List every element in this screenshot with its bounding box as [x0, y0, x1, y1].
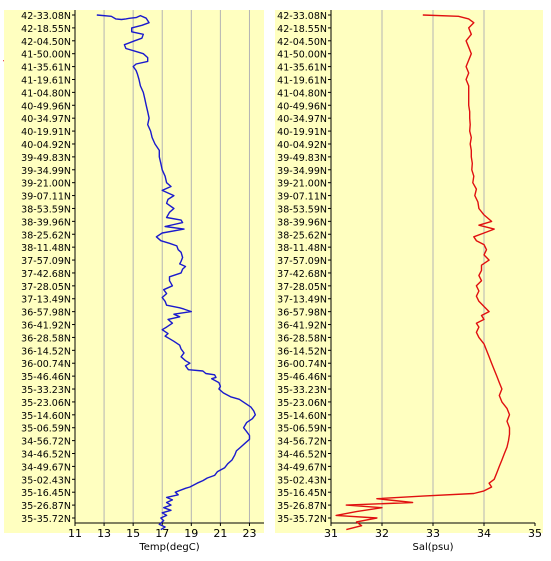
y-tick-label: 38-39.96N — [21, 217, 71, 228]
y-tick-label: 37-28.05N — [277, 282, 327, 293]
y-tick-label: 35-33.23N — [21, 385, 71, 396]
y-tick-label: 35-06.59N — [277, 424, 327, 435]
y-tick-label: 41-04.80N — [277, 88, 327, 99]
y-tick-label: 36-14.52N — [21, 346, 71, 357]
y-tick-label: 35-16.45N — [21, 488, 71, 499]
y-tick-label: 39-07.11N — [21, 192, 71, 203]
y-tick-label: 37-42.68N — [21, 269, 71, 280]
y-tick-label: 35-06.59N — [21, 424, 71, 435]
x-axis-label: Temp(degC) — [138, 542, 199, 553]
y-tick-label: 38-11.48N — [277, 243, 327, 254]
x-tick-label: 32 — [375, 527, 389, 540]
y-tick-label: 36-57.98N — [277, 308, 327, 319]
y-tick-label: 40-04.92N — [277, 140, 327, 151]
y-tick-label: 41-19.61N — [277, 75, 327, 86]
y-tick-label: 35-23.06N — [21, 398, 71, 409]
y-tick-label: 38-25.62N — [277, 230, 327, 241]
y-tick-label: 37-13.49N — [277, 295, 327, 306]
y-tick-label: 42-33.08N — [21, 11, 71, 22]
plot-background — [275, 10, 543, 533]
y-tick-label: 36-14.52N — [277, 346, 327, 357]
y-tick-label: 40-19.91N — [277, 127, 327, 138]
y-tick-label: 39-49.83N — [277, 153, 327, 164]
y-tick-label: 34-46.52N — [277, 450, 327, 461]
y-tick-label: 40-19.91N — [21, 127, 71, 138]
y-tick-label: 34-49.67N — [277, 462, 327, 473]
y-tick-label: 36-41.92N — [21, 321, 71, 332]
y-tick-label: 36-00.74N — [277, 359, 327, 370]
y-tick-label: 38-39.96N — [277, 217, 327, 228]
x-tick-label: 33 — [426, 527, 440, 540]
y-tick-label: 34-56.72N — [277, 437, 327, 448]
y-tick-label: 36-00.74N — [21, 359, 71, 370]
y-tick-label: 41-50.00N — [21, 50, 71, 61]
y-tick-label: 42-18.55N — [21, 24, 71, 35]
y-tick-label: 39-49.83N — [21, 153, 71, 164]
x-tick-label: 11 — [68, 527, 82, 540]
y-tick-label: 37-42.68N — [277, 269, 327, 280]
y-tick-label: 36-57.98N — [21, 308, 71, 319]
y-tick-label: 42-04.50N — [21, 37, 71, 48]
y-tick-label: 42-33.08N — [277, 11, 327, 22]
y-tick-label: 40-34.97N — [21, 114, 71, 125]
y-tick-label: 40-49.96N — [21, 101, 71, 112]
y-tick-label: 39-34.99N — [277, 166, 327, 177]
y-tick-label: 39-07.11N — [277, 192, 327, 203]
y-tick-label: 34-46.52N — [21, 450, 71, 461]
x-tick-label: 13 — [97, 527, 111, 540]
y-tick-label: 38-11.48N — [21, 243, 71, 254]
y-tick-label: 36-28.58N — [277, 333, 327, 344]
x-tick-label: 34 — [477, 527, 491, 540]
y-tick-label: 41-35.61N — [277, 63, 327, 74]
series-line — [335, 14, 511, 531]
y-tick-label: 37-57.09N — [21, 256, 71, 267]
y-tick-label: 36-41.92N — [277, 321, 327, 332]
y-tick-label: 39-34.99N — [21, 166, 71, 177]
y-tick-label: 35-35.72N — [21, 514, 71, 525]
y-tick-label: 35-02.43N — [277, 475, 327, 486]
y-tick-label: 37-13.49N — [21, 295, 71, 306]
series-line — [96, 14, 257, 531]
x-tick-label: 35 — [528, 527, 542, 540]
y-tick-label: 38-53.59N — [277, 204, 327, 215]
y-tick-label: 35-35.72N — [277, 514, 327, 525]
y-tick-label: 40-49.96N — [277, 101, 327, 112]
y-tick-label: 35-33.23N — [277, 385, 327, 396]
y-tick-label: 39-21.00N — [277, 179, 327, 190]
y-tick-label: 35-23.06N — [277, 398, 327, 409]
y-tick-label: 35-46.46N — [21, 372, 71, 383]
y-tick-label: 35-46.46N — [277, 372, 327, 383]
x-tick-label: 21 — [213, 527, 227, 540]
y-tick-label: 42-18.55N — [277, 24, 327, 35]
y-tick-label: 36-28.58N — [21, 333, 71, 344]
y-tick-label: 34-56.72N — [21, 437, 71, 448]
y-tick-label: 35-14.60N — [21, 411, 71, 422]
y-tick-label: 42-04.50N — [277, 37, 327, 48]
y-tick-label: 35-14.60N — [277, 411, 327, 422]
x-tick-label: 15 — [126, 527, 140, 540]
y-tick-label: 35-26.87N — [21, 501, 71, 512]
y-tick-label: 41-19.61N — [21, 75, 71, 86]
y-tick-label: 34-49.67N — [21, 462, 71, 473]
y-tick-label: 41-50.00N — [277, 50, 327, 61]
x-tick-label: 23 — [242, 527, 256, 540]
y-tick-label: 35-26.87N — [277, 501, 327, 512]
y-tick-label: 40-04.92N — [21, 140, 71, 151]
y-tick-label: 40-34.97N — [277, 114, 327, 125]
x-tick-label: 17 — [155, 527, 169, 540]
y-tick-label: 37-57.09N — [277, 256, 327, 267]
y-tick-label: 41-04.80N — [21, 88, 71, 99]
y-tick-label: 35-02.43N — [21, 475, 71, 486]
y-tick-label: 39-21.00N — [21, 179, 71, 190]
x-axis-label: Sal(psu) — [413, 542, 454, 553]
y-tick-label: 41-35.61N — [21, 63, 71, 74]
y-tick-label: 37-28.05N — [21, 282, 71, 293]
y-tick-label: 35-16.45N — [277, 488, 327, 499]
y-tick-label: 38-25.62N — [21, 230, 71, 241]
x-tick-label: 31 — [324, 527, 338, 540]
x-tick-label: 19 — [184, 527, 198, 540]
y-tick-label: 38-53.59N — [21, 204, 71, 215]
